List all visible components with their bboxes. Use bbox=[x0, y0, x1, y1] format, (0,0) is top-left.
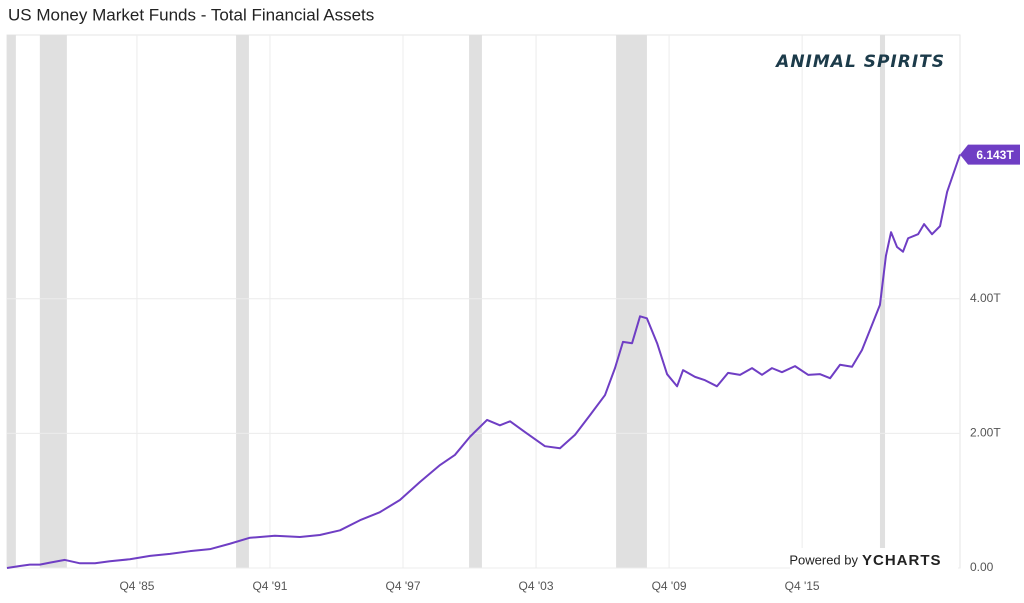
credit-brand: YCHARTS bbox=[862, 552, 942, 569]
data-line bbox=[6, 154, 961, 569]
last-value-label: 6.143T bbox=[976, 148, 1014, 162]
recession-band bbox=[39, 35, 67, 568]
y-tick-label: 2.00T bbox=[970, 426, 1001, 440]
x-tick-label: Q4 '97 bbox=[386, 579, 421, 593]
x-tick-label: Q4 '09 bbox=[652, 579, 687, 593]
recession-band bbox=[7, 35, 16, 568]
credit-box bbox=[790, 548, 958, 574]
x-tick-label: Q4 '85 bbox=[119, 579, 154, 593]
recession-band bbox=[616, 35, 647, 568]
plot-area bbox=[6, 34, 961, 569]
recession-band bbox=[879, 35, 886, 568]
y-tick-label: 4.00T bbox=[970, 291, 1001, 305]
credit-prefix: Powered by bbox=[789, 552, 858, 567]
recession-band bbox=[469, 35, 482, 568]
recession-band bbox=[236, 35, 249, 568]
x-tick-label: Q4 '03 bbox=[519, 579, 554, 593]
x-tick-label: Q4 '15 bbox=[785, 579, 820, 593]
x-tick-label: Q4 '91 bbox=[252, 579, 287, 593]
watermark: ANIMAL SPIRITS bbox=[774, 52, 945, 72]
plot-layer: 0.00 2.00T 4.00T Q4 '85 Q4 '91 Q4 '97 Q4 '03 Q4… bbox=[6, 35, 1001, 593]
last-value-tag bbox=[960, 144, 1020, 165]
chart-title: US Money Market Funds - Total Financial … bbox=[8, 5, 374, 24]
y-tick-label: 0.00 bbox=[970, 560, 994, 574]
